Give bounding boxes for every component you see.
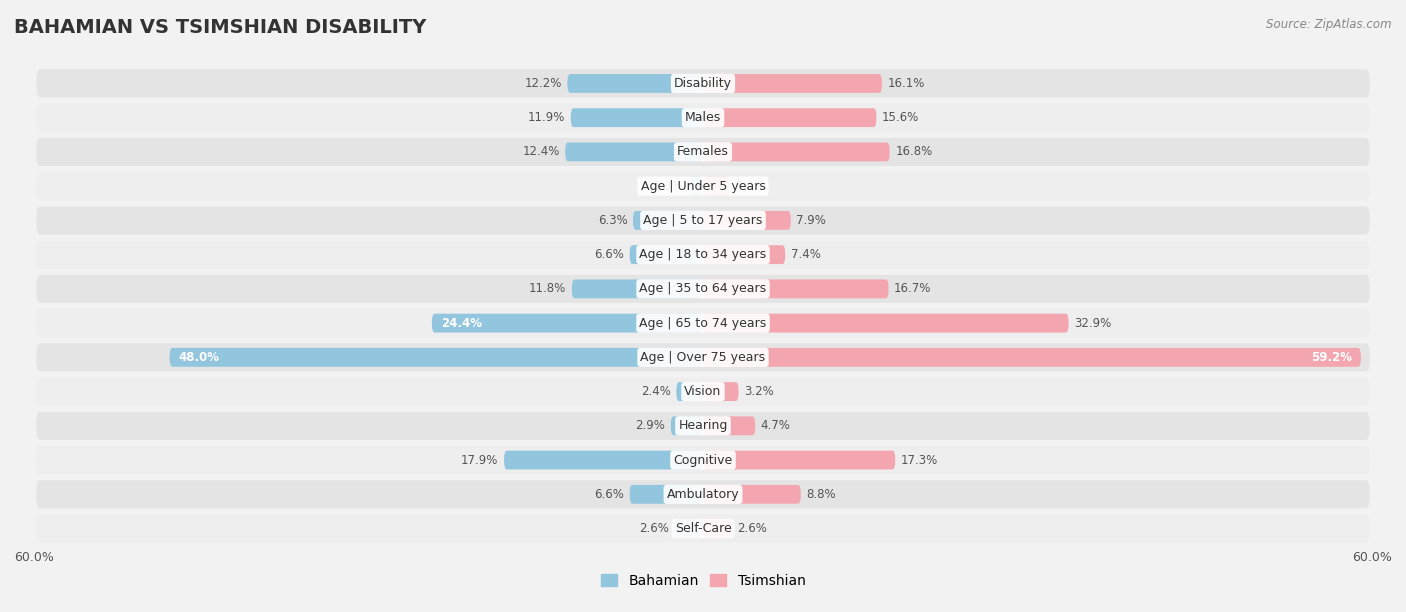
- FancyBboxPatch shape: [170, 348, 703, 367]
- FancyBboxPatch shape: [703, 280, 889, 298]
- FancyBboxPatch shape: [37, 275, 1369, 303]
- Text: 11.8%: 11.8%: [529, 282, 567, 296]
- FancyBboxPatch shape: [630, 485, 703, 504]
- Text: Age | 35 to 64 years: Age | 35 to 64 years: [640, 282, 766, 296]
- FancyBboxPatch shape: [37, 446, 1369, 474]
- FancyBboxPatch shape: [703, 416, 755, 435]
- Text: Age | 5 to 17 years: Age | 5 to 17 years: [644, 214, 762, 227]
- FancyBboxPatch shape: [676, 382, 703, 401]
- FancyBboxPatch shape: [37, 378, 1369, 406]
- Text: 15.6%: 15.6%: [882, 111, 920, 124]
- FancyBboxPatch shape: [37, 138, 1369, 166]
- Text: 4.7%: 4.7%: [761, 419, 790, 432]
- Text: 3.2%: 3.2%: [744, 385, 773, 398]
- Text: 2.4%: 2.4%: [641, 385, 671, 398]
- FancyBboxPatch shape: [571, 108, 703, 127]
- FancyBboxPatch shape: [703, 74, 882, 93]
- Text: Males: Males: [685, 111, 721, 124]
- FancyBboxPatch shape: [37, 309, 1369, 337]
- Text: BAHAMIAN VS TSIMSHIAN DISABILITY: BAHAMIAN VS TSIMSHIAN DISABILITY: [14, 18, 426, 37]
- Text: 32.9%: 32.9%: [1074, 316, 1111, 330]
- Text: 2.6%: 2.6%: [638, 522, 669, 535]
- Text: 7.9%: 7.9%: [796, 214, 827, 227]
- Text: 6.6%: 6.6%: [595, 488, 624, 501]
- Text: 8.8%: 8.8%: [807, 488, 837, 501]
- FancyBboxPatch shape: [37, 69, 1369, 97]
- FancyBboxPatch shape: [37, 241, 1369, 269]
- Text: Ambulatory: Ambulatory: [666, 488, 740, 501]
- FancyBboxPatch shape: [703, 108, 876, 127]
- FancyBboxPatch shape: [37, 206, 1369, 234]
- FancyBboxPatch shape: [572, 280, 703, 298]
- Text: 16.8%: 16.8%: [896, 146, 932, 159]
- Text: 2.4%: 2.4%: [735, 180, 765, 193]
- FancyBboxPatch shape: [37, 480, 1369, 509]
- Text: 2.6%: 2.6%: [738, 522, 768, 535]
- FancyBboxPatch shape: [703, 245, 785, 264]
- FancyBboxPatch shape: [703, 211, 790, 230]
- Text: 12.4%: 12.4%: [522, 146, 560, 159]
- FancyBboxPatch shape: [703, 519, 733, 538]
- FancyBboxPatch shape: [673, 519, 703, 538]
- FancyBboxPatch shape: [703, 143, 890, 162]
- Text: 60.0%: 60.0%: [14, 551, 53, 564]
- FancyBboxPatch shape: [37, 515, 1369, 543]
- FancyBboxPatch shape: [703, 177, 730, 196]
- Text: 60.0%: 60.0%: [1353, 551, 1392, 564]
- Text: Age | Over 75 years: Age | Over 75 years: [641, 351, 765, 364]
- FancyBboxPatch shape: [671, 416, 703, 435]
- FancyBboxPatch shape: [565, 143, 703, 162]
- Text: 17.9%: 17.9%: [461, 453, 499, 466]
- FancyBboxPatch shape: [703, 314, 1069, 332]
- FancyBboxPatch shape: [37, 103, 1369, 132]
- FancyBboxPatch shape: [505, 450, 703, 469]
- Text: Source: ZipAtlas.com: Source: ZipAtlas.com: [1267, 18, 1392, 31]
- FancyBboxPatch shape: [703, 485, 801, 504]
- Text: 48.0%: 48.0%: [179, 351, 219, 364]
- FancyBboxPatch shape: [703, 382, 738, 401]
- Text: Age | 18 to 34 years: Age | 18 to 34 years: [640, 248, 766, 261]
- Text: Cognitive: Cognitive: [673, 453, 733, 466]
- FancyBboxPatch shape: [568, 74, 703, 93]
- Text: 7.4%: 7.4%: [790, 248, 821, 261]
- FancyBboxPatch shape: [37, 343, 1369, 371]
- FancyBboxPatch shape: [703, 450, 896, 469]
- Text: 6.3%: 6.3%: [598, 214, 627, 227]
- Text: 1.3%: 1.3%: [654, 180, 683, 193]
- Text: 6.6%: 6.6%: [595, 248, 624, 261]
- Text: 11.9%: 11.9%: [527, 111, 565, 124]
- Text: 24.4%: 24.4%: [440, 316, 482, 330]
- Text: 17.3%: 17.3%: [901, 453, 938, 466]
- Text: Self-Care: Self-Care: [675, 522, 731, 535]
- FancyBboxPatch shape: [37, 412, 1369, 440]
- Text: 16.1%: 16.1%: [887, 77, 925, 90]
- Text: 2.9%: 2.9%: [636, 419, 665, 432]
- FancyBboxPatch shape: [689, 177, 703, 196]
- Text: Age | Under 5 years: Age | Under 5 years: [641, 180, 765, 193]
- FancyBboxPatch shape: [630, 245, 703, 264]
- Text: 59.2%: 59.2%: [1310, 351, 1353, 364]
- Text: 12.2%: 12.2%: [524, 77, 562, 90]
- FancyBboxPatch shape: [432, 314, 703, 332]
- Text: Hearing: Hearing: [678, 419, 728, 432]
- Text: 16.7%: 16.7%: [894, 282, 932, 296]
- Text: Disability: Disability: [673, 77, 733, 90]
- FancyBboxPatch shape: [633, 211, 703, 230]
- FancyBboxPatch shape: [37, 172, 1369, 200]
- FancyBboxPatch shape: [703, 348, 1361, 367]
- Text: Age | 65 to 74 years: Age | 65 to 74 years: [640, 316, 766, 330]
- Text: Vision: Vision: [685, 385, 721, 398]
- Legend: Bahamian, Tsimshian: Bahamian, Tsimshian: [600, 574, 806, 588]
- Text: Females: Females: [678, 146, 728, 159]
